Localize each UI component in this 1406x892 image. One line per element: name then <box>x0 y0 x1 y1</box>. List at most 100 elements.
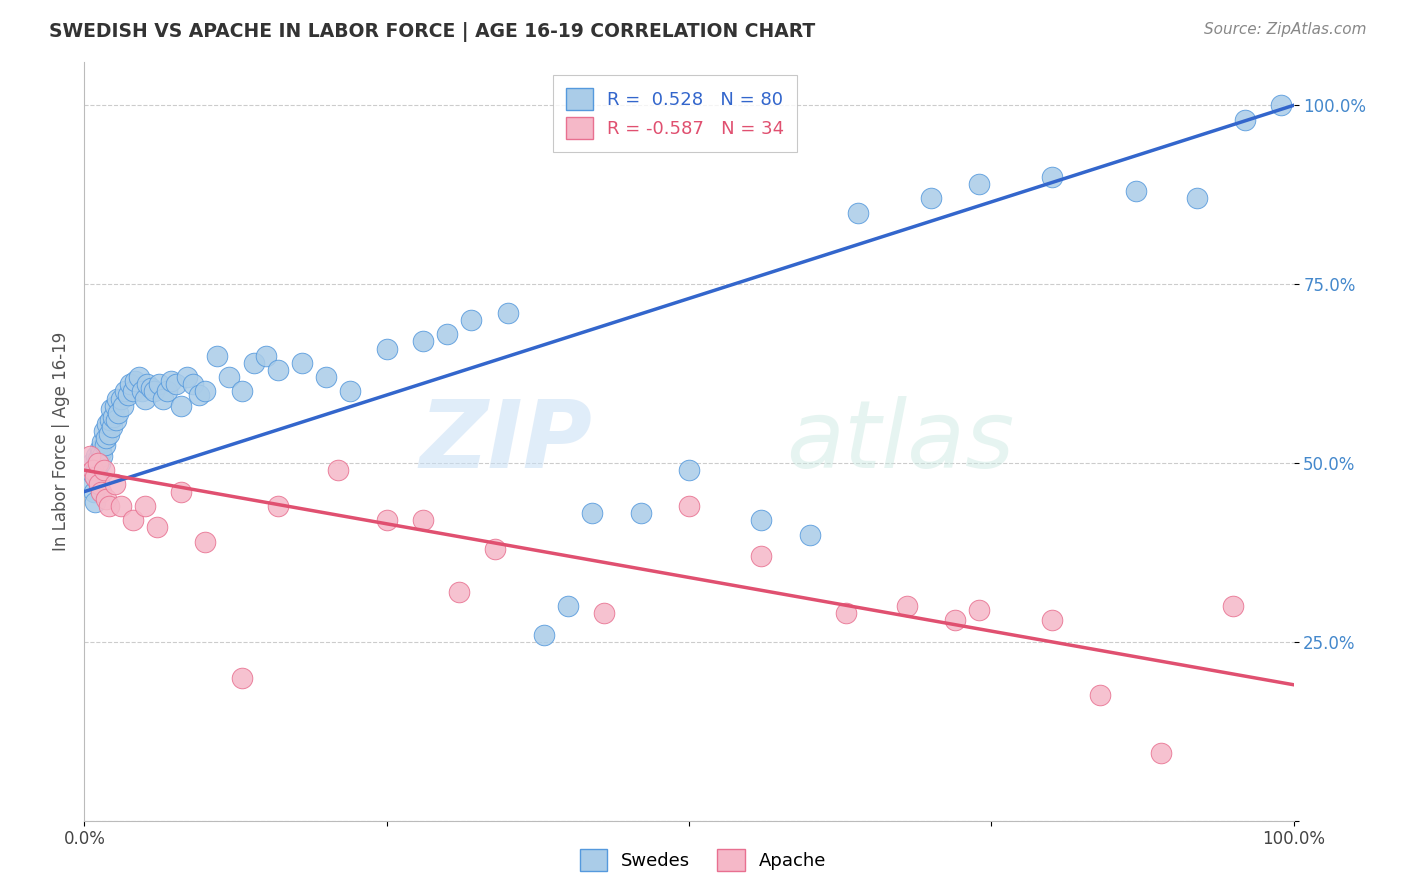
Point <box>678 463 700 477</box>
Point <box>160 374 183 388</box>
Point <box>920 191 942 205</box>
Point <box>86 452 108 467</box>
Point <box>117 388 139 402</box>
Point <box>89 442 111 456</box>
Point <box>98 413 121 427</box>
Point <box>1149 746 1171 760</box>
Point <box>110 392 132 406</box>
Point <box>104 477 127 491</box>
Point <box>412 513 434 527</box>
Point <box>86 449 108 463</box>
Point <box>94 438 117 452</box>
Point <box>231 671 253 685</box>
Point <box>79 474 101 488</box>
Point <box>79 449 101 463</box>
Point <box>449 584 471 599</box>
Point <box>114 384 136 399</box>
Y-axis label: In Labor Force | Age 16-19: In Labor Force | Age 16-19 <box>52 332 70 551</box>
Text: SWEDISH VS APACHE IN LABOR FORCE | AGE 16-19 CORRELATION CHART: SWEDISH VS APACHE IN LABOR FORCE | AGE 1… <box>49 22 815 42</box>
Point <box>254 349 277 363</box>
Point <box>328 463 350 477</box>
Point <box>943 613 966 627</box>
Point <box>93 463 115 477</box>
Point <box>121 384 143 399</box>
Point <box>460 313 482 327</box>
Point <box>124 374 146 388</box>
Point <box>152 392 174 406</box>
Point <box>496 306 519 320</box>
Point <box>181 377 204 392</box>
Point <box>339 384 361 399</box>
Point <box>194 534 217 549</box>
Point <box>103 409 125 424</box>
Point <box>93 424 115 438</box>
Point <box>105 392 128 406</box>
Point <box>143 384 166 399</box>
Point <box>139 381 162 395</box>
Point <box>155 384 177 399</box>
Point <box>110 499 132 513</box>
Point <box>1234 112 1257 127</box>
Point <box>1088 689 1111 703</box>
Point <box>1270 98 1292 112</box>
Point <box>315 370 337 384</box>
Point <box>131 384 153 399</box>
Point <box>136 377 159 392</box>
Point <box>484 541 506 556</box>
Point <box>375 342 398 356</box>
Point <box>87 477 110 491</box>
Point <box>128 370 150 384</box>
Point <box>134 499 156 513</box>
Point <box>121 513 143 527</box>
Point <box>751 513 773 527</box>
Point <box>1125 184 1147 198</box>
Point <box>100 402 122 417</box>
Point <box>120 377 142 392</box>
Point <box>83 484 105 499</box>
Point <box>146 520 169 534</box>
Point <box>112 399 135 413</box>
Point <box>231 384 253 399</box>
Point <box>80 456 103 470</box>
Point <box>94 491 117 506</box>
Text: ZIP: ZIP <box>419 395 592 488</box>
Point <box>96 417 118 431</box>
Point <box>87 477 110 491</box>
Point <box>107 406 129 420</box>
Point <box>835 606 858 620</box>
Point <box>90 484 112 499</box>
Point <box>412 334 434 349</box>
Point <box>967 177 990 191</box>
Point <box>86 470 108 484</box>
Point <box>176 370 198 384</box>
Point <box>218 370 240 384</box>
Point <box>104 413 127 427</box>
Point <box>1040 613 1063 627</box>
Point <box>194 384 217 399</box>
Point <box>207 349 229 363</box>
Point <box>165 377 187 392</box>
Point <box>86 463 108 477</box>
Point <box>188 388 211 402</box>
Point <box>97 499 120 513</box>
Point <box>630 506 652 520</box>
Point <box>678 499 700 513</box>
Legend: Swedes, Apache: Swedes, Apache <box>572 842 834 879</box>
Point <box>846 205 869 219</box>
Point <box>1185 191 1208 205</box>
Point <box>91 449 114 463</box>
Point <box>896 599 918 613</box>
Point <box>1222 599 1244 613</box>
Point <box>581 506 603 520</box>
Point <box>751 549 773 563</box>
Point <box>375 513 398 527</box>
Point <box>101 420 124 434</box>
Point <box>267 363 290 377</box>
Point <box>94 431 117 445</box>
Point <box>104 399 127 413</box>
Point <box>436 327 458 342</box>
Point <box>134 392 156 406</box>
Point <box>84 470 107 484</box>
Point <box>170 399 193 413</box>
Point <box>1040 169 1063 184</box>
